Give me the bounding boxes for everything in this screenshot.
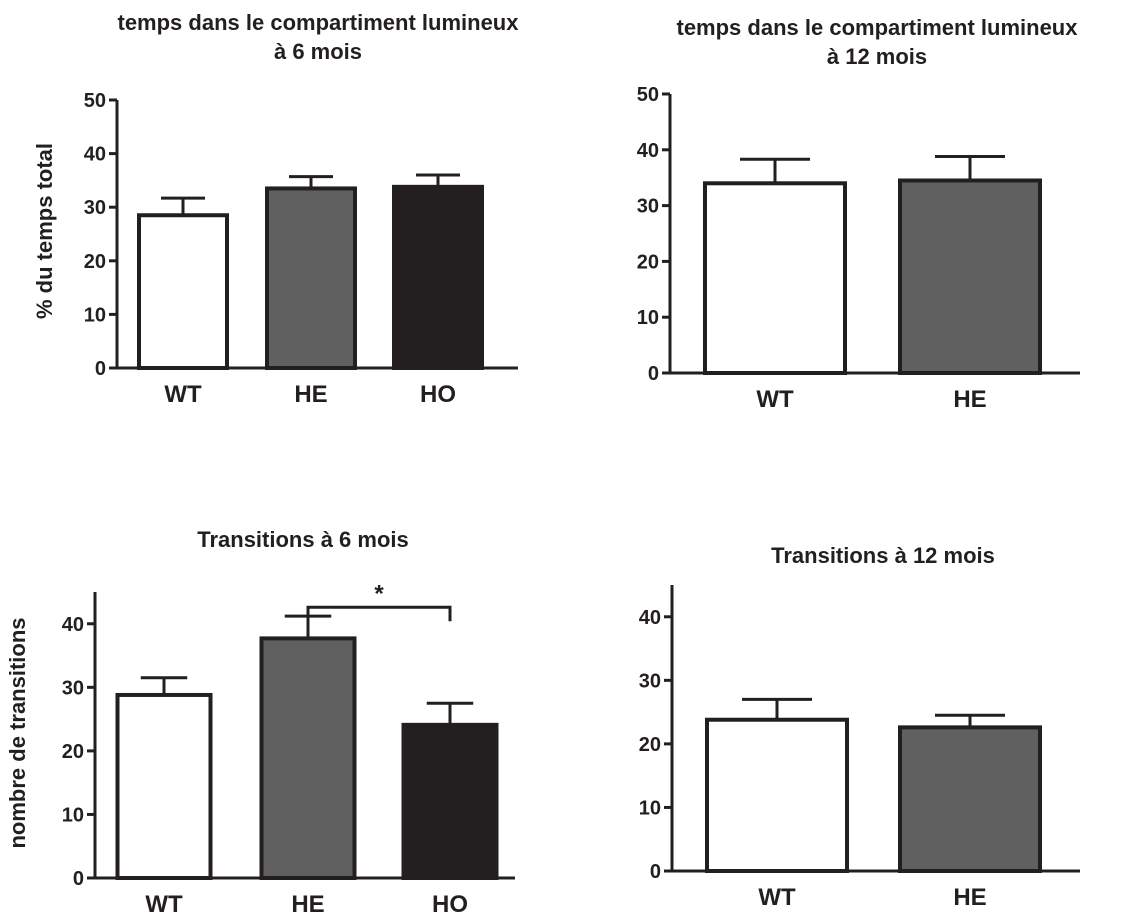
x-tick-label: WT — [145, 891, 183, 917]
y-axis-label: nombre de transitions — [5, 617, 30, 848]
y-tick-label: 0 — [73, 868, 84, 890]
y-tick-label: 50 — [84, 90, 106, 112]
y-tick-label: 0 — [95, 358, 106, 380]
x-tick-label: HO — [420, 381, 456, 408]
significance-bracket — [306, 605, 452, 622]
y-tick-label: 40 — [639, 607, 661, 629]
chart-panel-2: temps dans le compartiment lumineux à 12 … — [637, 15, 1080, 413]
bar-ho — [401, 722, 499, 880]
chart-title-line: à 12 mois — [827, 44, 927, 69]
bar-he — [898, 178, 1042, 375]
y-tick-label: 10 — [637, 307, 659, 329]
y-tick-label: 20 — [62, 741, 84, 763]
chart-title-line: à 6 mois — [274, 39, 362, 64]
y-tick-label: 0 — [648, 363, 659, 385]
y-tick-label: 20 — [637, 251, 659, 273]
chart-panel-3: Transitions à 6 mois nombre de transition… — [5, 527, 515, 917]
y-axis-label: % du temps total — [32, 143, 57, 319]
chart-title-line: Transitions à 6 mois — [197, 527, 409, 552]
bar-he — [259, 636, 357, 881]
y-tick-label: 10 — [639, 797, 661, 819]
x-tick-label: WT — [756, 386, 794, 413]
y-tick-label: 0 — [650, 861, 661, 883]
bar-wt — [703, 181, 847, 375]
x-tick-label: HE — [953, 884, 986, 911]
chart-panel-4: Transitions à 12 mois WT HE 0 10 20 30 40 — [639, 543, 1080, 911]
bar-he — [265, 186, 357, 370]
y-tick-label: 30 — [84, 197, 106, 219]
chart-title-line: Transitions à 12 mois — [771, 543, 995, 568]
x-tick-label: HO — [432, 891, 468, 917]
y-tick-label: 30 — [637, 196, 659, 218]
chart-title-line: temps dans le compartiment lumineux — [118, 10, 520, 35]
y-tick-label: 10 — [84, 304, 106, 326]
significance-label: * — [374, 580, 384, 607]
bar-he — [898, 725, 1042, 873]
y-tick-label: 30 — [639, 670, 661, 692]
chart-panel-1: temps dans le compartiment lumineux à 6 m… — [32, 10, 519, 408]
y-tick-label: 10 — [62, 804, 84, 826]
y-tick-label: 50 — [637, 84, 659, 106]
y-tick-label: 40 — [84, 144, 106, 166]
x-tick-label: HE — [953, 386, 986, 413]
x-tick-label: WT — [758, 884, 796, 911]
bar-wt — [705, 717, 849, 874]
y-tick-label: 20 — [639, 734, 661, 756]
y-tick-label: 40 — [637, 140, 659, 162]
bar-wt — [115, 692, 213, 881]
bar-ho — [392, 184, 484, 370]
x-tick-label: HE — [294, 381, 327, 408]
x-tick-label: HE — [291, 891, 324, 917]
y-tick-label: 30 — [62, 677, 84, 699]
y-tick-label: 40 — [62, 614, 84, 636]
chart-title-line: temps dans le compartiment lumineux — [677, 15, 1079, 40]
y-tick-label: 20 — [84, 251, 106, 273]
bar-wt — [137, 213, 229, 370]
x-tick-label: WT — [164, 381, 202, 408]
